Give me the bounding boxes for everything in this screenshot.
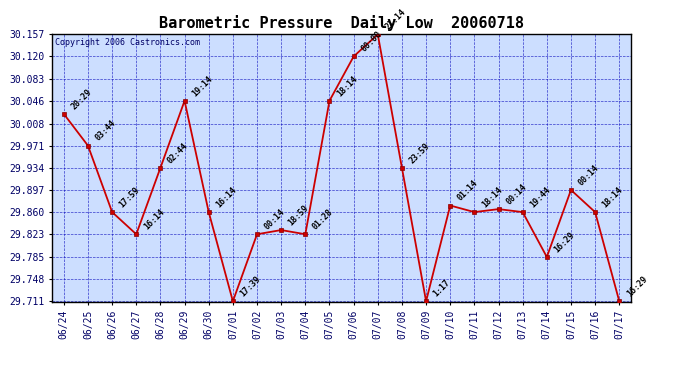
Text: 00:00: 00:00 [359,30,383,54]
Text: 00:14: 00:14 [504,182,528,206]
Title: Barometric Pressure  Daily Low  20060718: Barometric Pressure Daily Low 20060718 [159,15,524,31]
Text: 17:39: 17:39 [239,274,262,298]
Text: 03:44: 03:44 [94,119,117,143]
Text: 20:29: 20:29 [70,87,93,111]
Text: 19:44: 19:44 [529,185,552,209]
Text: 00:14: 00:14 [577,163,600,187]
Text: 23:59: 23:59 [408,141,431,165]
Text: 17:59: 17:59 [118,185,141,209]
Text: 1:17: 1:17 [432,278,452,298]
Text: 21:14: 21:14 [384,8,407,32]
Text: 18:14: 18:14 [601,185,624,209]
Text: 19:14: 19:14 [190,74,214,98]
Text: 01:28: 01:28 [311,207,335,231]
Text: 16:14: 16:14 [215,185,238,209]
Text: 02:44: 02:44 [166,141,190,165]
Text: 16:29: 16:29 [553,230,576,254]
Text: Copyright 2006 Castronics.com: Copyright 2006 Castronics.com [55,38,199,47]
Text: 18:14: 18:14 [480,185,504,209]
Text: 16:29: 16:29 [625,274,649,298]
Text: 18:59: 18:59 [287,203,310,227]
Text: 16:14: 16:14 [142,207,166,231]
Text: 01:14: 01:14 [456,179,480,203]
Text: 18:14: 18:14 [335,74,359,98]
Text: 00:14: 00:14 [263,207,286,231]
